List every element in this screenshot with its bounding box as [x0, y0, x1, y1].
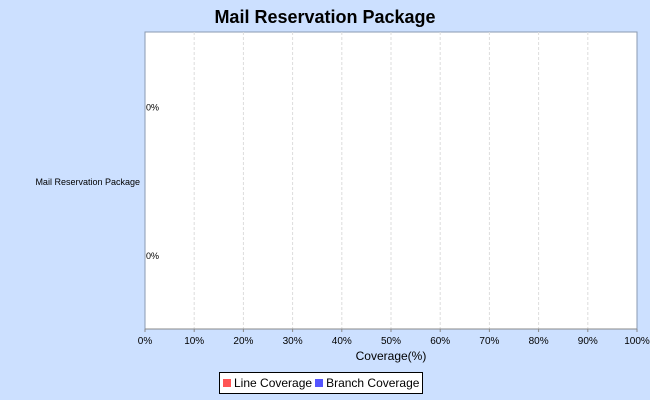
chart-title: Mail Reservation Package — [214, 7, 435, 27]
x-tick-label: 30% — [283, 336, 303, 347]
x-tick-label: 70% — [479, 336, 499, 347]
data-label: 0% — [146, 251, 159, 261]
x-tick-label: 50% — [381, 336, 401, 347]
x-tick-label: 0% — [138, 336, 153, 347]
x-tick-label: 60% — [430, 336, 450, 347]
legend-line-coverage: Line Coverage — [234, 376, 313, 390]
x-tick-label: 20% — [233, 336, 253, 347]
legend: Line Coverage Branch Coverage — [219, 372, 424, 394]
x-axis-label: Coverage(%) — [356, 349, 427, 363]
x-tick-label: 80% — [529, 336, 549, 347]
legend-swatch-branch — [315, 379, 324, 387]
x-tick-label: 100% — [624, 336, 650, 347]
category-label: Mail Reservation Package — [35, 177, 140, 187]
legend-swatch-line — [223, 379, 231, 387]
x-tick-label: 40% — [332, 336, 352, 347]
legend-branch-coverage: Branch Coverage — [326, 376, 420, 390]
x-tick-label: 10% — [184, 336, 204, 347]
x-tick-label: 90% — [578, 336, 598, 347]
data-label: 0% — [146, 102, 159, 112]
